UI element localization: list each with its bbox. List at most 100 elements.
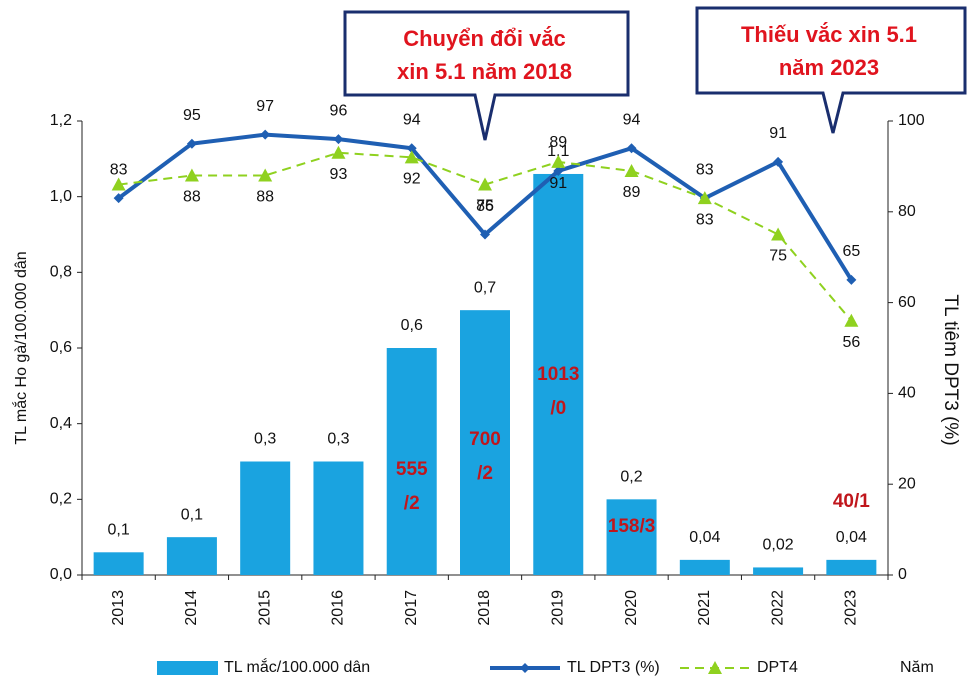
- callout-text: Thiếu vắc xin 5.1: [741, 22, 917, 47]
- bar: [460, 310, 510, 575]
- bar-annotation: 40/1: [833, 491, 870, 512]
- y-axis-title: TL mắc Ho gà/100.000 dân: [11, 251, 30, 444]
- legend-marker: [520, 663, 530, 673]
- y-tick-label: 1,0: [50, 188, 72, 205]
- bar-annotation: 555: [396, 459, 428, 480]
- x-tick-label: 2013: [110, 590, 127, 626]
- x-tick-label: 2015: [256, 590, 273, 626]
- bar-value-label: 0,04: [689, 529, 720, 546]
- bar-value-label: 0,7: [474, 279, 496, 296]
- legend-swatch: [157, 661, 218, 675]
- line-value-label: 89: [623, 184, 641, 201]
- line-value-label: 65: [842, 243, 860, 260]
- bar-annotation: 700: [469, 429, 501, 450]
- bar-annotation: 1013: [537, 364, 579, 385]
- x-tick-label: 2023: [843, 590, 860, 626]
- bar-value-label: 1,1: [547, 143, 569, 160]
- callout-text: năm 2023: [779, 55, 879, 80]
- marker: [184, 168, 199, 182]
- bar-value-label: 0,3: [327, 431, 349, 448]
- x-tick-label: 2018: [476, 590, 493, 626]
- x-axis-title: Năm: [900, 659, 934, 676]
- y2-tick-label: 80: [898, 203, 916, 220]
- callout-text: xin 5.1 năm 2018: [397, 59, 572, 84]
- bar-value-label: 0,3: [254, 431, 276, 448]
- marker: [624, 163, 639, 177]
- bar: [826, 559, 877, 575]
- y2-tick-label: 20: [898, 475, 916, 492]
- y2-tick-label: 40: [898, 385, 916, 402]
- bar: [240, 461, 291, 575]
- callout-box: [343, 10, 630, 141]
- marker: [258, 168, 273, 182]
- bar-annotation: /2: [477, 463, 493, 484]
- bar-annotation: /2: [404, 493, 420, 514]
- bar: [679, 559, 730, 575]
- line-value-label: 92: [403, 171, 421, 188]
- y-tick-label: 0,2: [50, 491, 72, 508]
- line-value-label: 75: [476, 198, 494, 215]
- callout-box: [695, 6, 967, 134]
- bar: [313, 461, 364, 575]
- legend-label: TL DPT3 (%): [567, 659, 660, 676]
- marker: [697, 191, 712, 205]
- marker: [771, 227, 786, 241]
- marker: [406, 143, 417, 154]
- legend-label: DPT4: [757, 659, 798, 676]
- marker: [404, 150, 419, 164]
- bar: [166, 537, 217, 575]
- line-value-label: 95: [183, 107, 201, 124]
- y-tick-label: 1,2: [50, 112, 72, 129]
- x-tick-label: 2014: [183, 590, 200, 626]
- line-value-label: 93: [330, 166, 348, 183]
- marker: [186, 138, 197, 149]
- legend-marker: [708, 661, 722, 674]
- bar-value-label: 0,1: [181, 506, 203, 523]
- x-tick-label: 2017: [403, 590, 420, 626]
- bar: [533, 173, 584, 575]
- bar-annotation: /0: [550, 398, 566, 419]
- line-value-label: 88: [183, 189, 201, 206]
- line-value-label: 83: [110, 161, 128, 178]
- line-value-label: 91: [769, 125, 787, 142]
- line-value-label: 94: [403, 111, 421, 128]
- y2-tick-label: 60: [898, 294, 916, 311]
- x-tick-label: 2020: [623, 590, 640, 626]
- bar-annotation: 158/3: [608, 516, 656, 537]
- marker: [260, 129, 271, 140]
- bar-value-label: 0,2: [620, 469, 642, 486]
- line-value-label: 89: [549, 134, 567, 151]
- line-value-label: 56: [842, 334, 860, 351]
- x-tick-label: 2016: [330, 590, 347, 626]
- line-value-label: 83: [696, 161, 714, 178]
- bar: [93, 552, 144, 575]
- marker: [331, 145, 346, 159]
- legend-label: TL mắc/100.000 dân: [224, 657, 370, 676]
- marker: [478, 177, 492, 191]
- bar-value-label: 0,6: [401, 317, 423, 334]
- marker: [333, 134, 344, 145]
- marker: [626, 143, 637, 154]
- x-tick-label: 2022: [769, 590, 786, 626]
- line-value-label: 88: [256, 189, 274, 206]
- bar-value-label: 0,02: [763, 537, 794, 554]
- line-value-label: 86: [476, 198, 494, 215]
- line-value-label: 75: [769, 248, 787, 265]
- marker: [551, 154, 566, 168]
- bar: [606, 499, 657, 575]
- bar-value-label: 0,1: [108, 522, 130, 539]
- y2-tick-label: 0: [898, 566, 907, 583]
- x-tick-label: 2019: [549, 590, 566, 626]
- y2-axis-title: TL tiêm DPT3 (%): [940, 294, 961, 445]
- y-tick-label: 0,6: [50, 339, 72, 356]
- y-tick-label: 0,8: [50, 264, 72, 281]
- marker: [553, 165, 564, 176]
- bar: [753, 567, 804, 575]
- marker: [113, 193, 124, 204]
- bar-value-label: 0,04: [836, 529, 867, 546]
- bar: [386, 348, 437, 575]
- line-value-label: 97: [256, 98, 274, 115]
- marker: [111, 177, 126, 191]
- y-tick-label: 0,0: [50, 566, 72, 583]
